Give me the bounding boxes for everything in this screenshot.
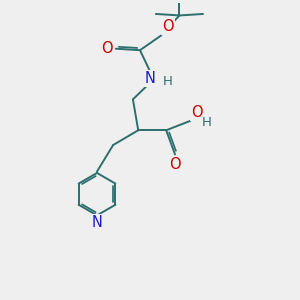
Text: O: O [101, 41, 113, 56]
Text: O: O [162, 19, 174, 34]
Text: O: O [169, 157, 181, 172]
Text: N: N [92, 215, 102, 230]
Text: N: N [144, 71, 155, 86]
Text: O: O [191, 105, 203, 120]
Text: H: H [202, 116, 212, 129]
Text: H: H [162, 75, 172, 88]
